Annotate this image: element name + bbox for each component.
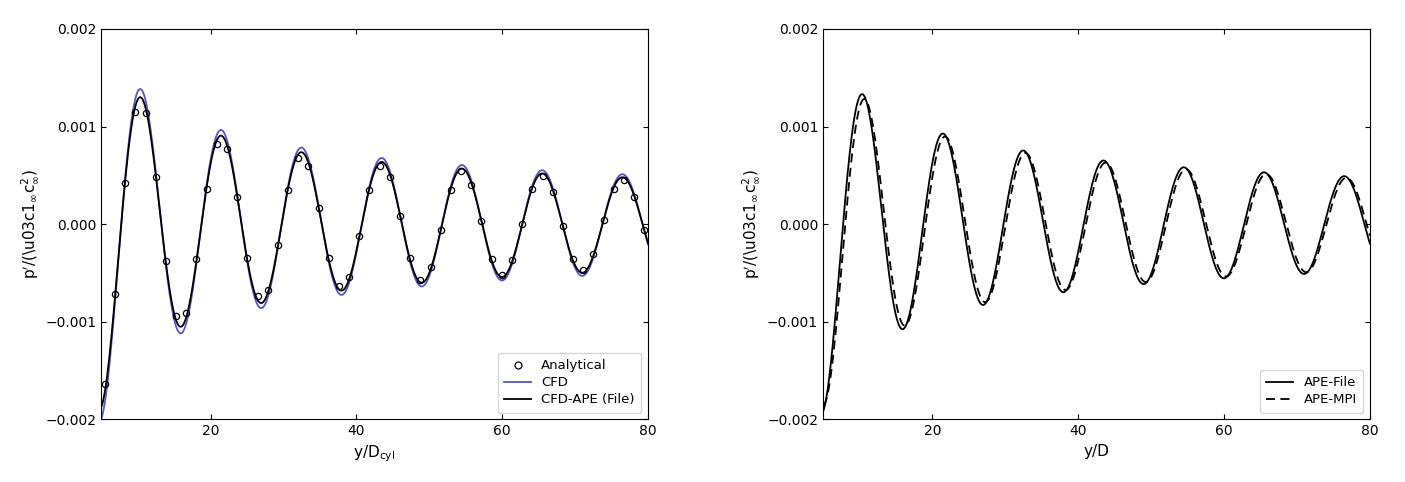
CFD-APE (File) xyxy=(500,266,517,271)
CFD xyxy=(422,273,438,279)
Analytical xyxy=(126,109,143,115)
Y-axis label: p$^{\prime}$/(\u03c1$_{\infty}$c$^{2}_{\infty}$): p$^{\prime}$/(\u03c1$_{\infty}$c$^{2}_{\… xyxy=(18,169,39,280)
CFD-APE (File) xyxy=(302,166,319,172)
CFD-APE (File) xyxy=(639,241,656,246)
CFD xyxy=(639,241,656,247)
Analytical xyxy=(97,381,114,387)
APE-File xyxy=(1170,169,1187,174)
APE-MPI xyxy=(915,243,932,249)
Analytical xyxy=(311,205,327,211)
APE-File xyxy=(1024,164,1041,170)
APE-File xyxy=(1222,267,1239,273)
APE-MPI xyxy=(1142,274,1159,280)
APE-MPI xyxy=(1024,160,1041,165)
APE-MPI xyxy=(856,96,873,102)
X-axis label: y/D$_{\mathrm{cyl}}$: y/D$_{\mathrm{cyl}}$ xyxy=(354,444,396,464)
APE-File xyxy=(1361,241,1378,246)
APE-MPI xyxy=(1222,269,1239,275)
Analytical xyxy=(636,228,653,233)
CFD xyxy=(500,268,517,274)
APE-File xyxy=(815,409,832,415)
Legend: Analytical, CFD, CFD-APE (File): Analytical, CFD, CFD-APE (File) xyxy=(497,353,642,413)
Analytical xyxy=(473,219,490,225)
CFD-APE (File) xyxy=(422,270,438,276)
Line: CFD-APE (File): CFD-APE (File) xyxy=(101,97,648,407)
Line: CFD: CFD xyxy=(101,89,648,419)
APE-File xyxy=(854,91,871,97)
Analytical xyxy=(402,255,419,261)
Line: APE-MPI: APE-MPI xyxy=(823,99,1370,405)
Y-axis label: p$^{\prime}$/(\u03c1$_{\infty}$c$^{2}_{\infty}$): p$^{\prime}$/(\u03c1$_{\infty}$c$^{2}_{\… xyxy=(740,169,762,280)
Analytical xyxy=(422,264,438,270)
CFD-APE (File) xyxy=(448,170,465,175)
CFD xyxy=(448,167,465,173)
CFD xyxy=(93,416,110,422)
APE-File xyxy=(1142,271,1159,277)
CFD-APE (File) xyxy=(132,94,149,100)
APE-MPI xyxy=(815,402,832,408)
Analytical xyxy=(433,227,450,232)
Analytical xyxy=(198,186,215,192)
Line: Analytical: Analytical xyxy=(101,109,648,387)
Legend: APE-File, APE-MPI: APE-File, APE-MPI xyxy=(1260,370,1363,413)
APE-File xyxy=(1264,181,1281,187)
CFD-APE (File) xyxy=(93,404,110,410)
CFD xyxy=(132,86,149,92)
CFD xyxy=(192,228,209,233)
X-axis label: y/D: y/D xyxy=(1083,444,1110,459)
APE-File xyxy=(915,228,932,233)
CFD-APE (File) xyxy=(542,182,559,188)
CFD xyxy=(542,179,559,185)
CFD-APE (File) xyxy=(192,228,209,233)
APE-MPI xyxy=(1361,233,1378,239)
APE-MPI xyxy=(1170,175,1187,181)
APE-MPI xyxy=(1264,177,1281,183)
Line: APE-File: APE-File xyxy=(823,94,1370,412)
CFD xyxy=(302,162,319,168)
